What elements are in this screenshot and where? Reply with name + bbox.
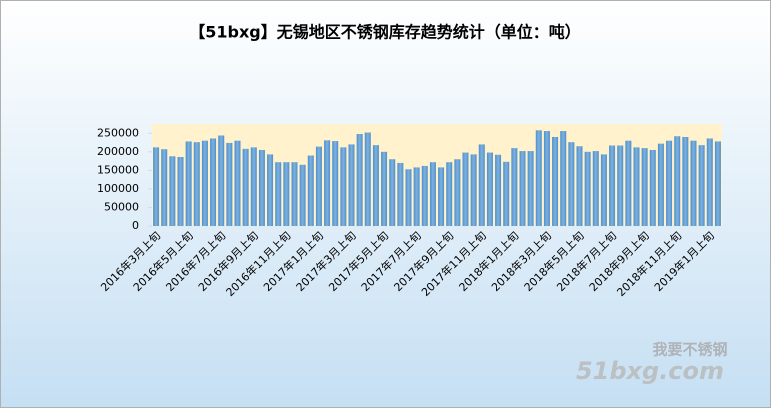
bar [226,142,233,226]
bar [258,149,265,226]
bar [600,154,607,226]
bar [267,154,274,226]
bar [674,136,681,226]
bar [283,162,290,226]
bar [218,135,225,226]
y-tick-label: 0 [132,219,139,232]
bar [690,140,697,226]
bar [405,169,412,226]
bar [397,162,404,226]
bar [511,148,518,226]
bar [535,130,542,226]
bar [372,145,379,226]
bar [478,144,485,226]
bar [495,154,502,226]
bar [381,151,388,226]
y-tick-label: 100000 [97,182,139,195]
bar [250,147,257,226]
bar [698,145,705,226]
bar [315,146,322,226]
bar [625,140,632,226]
y-tick-label: 50000 [104,200,139,213]
bar [438,167,445,226]
bar [454,159,461,226]
chart-title: 【51bxg】无锡地区不锈钢库存趋势统计（单位：吨） [189,23,581,42]
bar [242,148,249,226]
bar [609,145,616,226]
bar [201,140,208,226]
bar [307,155,314,226]
bar [348,144,355,226]
bar [421,165,428,226]
y-tick-label: 150000 [97,163,139,176]
bar [503,161,510,226]
bar [446,162,453,226]
bar [234,140,241,226]
bar [389,159,396,226]
bar [657,143,664,226]
bar [210,138,217,226]
bar [666,140,673,226]
bar [706,138,713,226]
bar [413,167,420,226]
bar [161,149,168,226]
bar [682,136,689,226]
bar [527,151,534,226]
bar [617,145,624,226]
watermark: 我要不锈钢 [652,341,727,359]
bar [177,157,184,226]
bar [340,147,347,226]
y-tick-label: 250000 [97,126,139,139]
bar [519,151,526,226]
bar [185,141,192,226]
bar [576,146,583,226]
bar [429,162,436,226]
bar [193,142,200,226]
bar [560,131,567,226]
bar [324,140,331,226]
bar [153,147,160,226]
bar [364,132,371,226]
bar [169,156,176,226]
y-tick-label: 200000 [97,145,139,158]
bar [641,148,648,226]
bar [275,162,282,226]
bar [584,151,591,226]
bar [714,141,721,226]
bar [299,164,306,226]
watermark: 51bxg.com [576,357,724,385]
bar [592,151,599,226]
bar [552,136,559,226]
bar [470,154,477,226]
bar [486,152,493,226]
bar [568,142,575,226]
bar [543,131,550,226]
bar [633,147,640,226]
bar [462,152,469,226]
bar [332,141,339,226]
bar [356,134,363,226]
bar [649,149,656,226]
bar [291,162,298,226]
